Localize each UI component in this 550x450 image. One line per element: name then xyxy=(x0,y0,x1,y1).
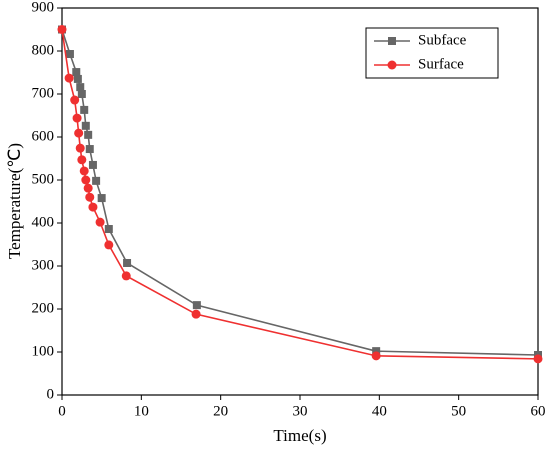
marker xyxy=(72,68,81,77)
series-line xyxy=(61,29,539,360)
marker xyxy=(371,351,381,361)
marker xyxy=(70,95,80,105)
y-axis-label: Temperature(℃) xyxy=(5,143,24,259)
marker xyxy=(121,271,131,281)
y-tick-label: 100 xyxy=(32,343,55,359)
marker xyxy=(85,145,94,154)
marker xyxy=(97,194,106,203)
marker xyxy=(85,192,95,202)
legend-label: Surface xyxy=(418,56,464,72)
marker xyxy=(74,128,84,138)
x-tick-label: 30 xyxy=(293,403,308,419)
y-tick-label: 600 xyxy=(32,128,55,144)
marker xyxy=(83,183,93,193)
marker xyxy=(80,105,89,114)
marker xyxy=(72,113,82,123)
marker xyxy=(73,74,82,83)
marker xyxy=(76,83,85,92)
marker xyxy=(95,217,105,227)
marker xyxy=(75,143,85,153)
legend-marker xyxy=(388,37,396,45)
y-tick-label: 700 xyxy=(32,85,55,101)
y-tick-label: 900 xyxy=(32,0,55,15)
marker xyxy=(88,202,98,212)
marker xyxy=(65,50,74,59)
y-tick-label: 400 xyxy=(32,214,55,230)
marker xyxy=(372,347,381,356)
legend-marker xyxy=(387,60,397,70)
marker xyxy=(81,121,90,130)
marker xyxy=(123,258,132,267)
marker xyxy=(64,73,74,83)
x-tick-label: 60 xyxy=(531,403,546,419)
marker xyxy=(84,130,93,139)
legend-box xyxy=(365,27,499,79)
x-tick-label: 20 xyxy=(213,403,228,419)
x-axis-label: Time(s) xyxy=(273,426,326,445)
x-tick-label: 10 xyxy=(134,403,149,419)
y-tick-label: 500 xyxy=(32,171,55,187)
marker xyxy=(79,166,89,176)
y-tick-label: 0 xyxy=(47,386,55,402)
marker xyxy=(77,155,87,165)
marker xyxy=(192,301,201,310)
marker xyxy=(104,240,114,250)
marker xyxy=(81,175,91,185)
marker xyxy=(88,160,97,169)
marker xyxy=(191,309,201,319)
y-tick-label: 200 xyxy=(32,300,55,316)
marker xyxy=(57,25,67,34)
marker xyxy=(92,176,101,185)
y-tick-label: 800 xyxy=(32,42,55,58)
marker xyxy=(533,354,543,364)
marker xyxy=(104,225,113,234)
y-tick-label: 300 xyxy=(32,257,55,273)
x-tick-label: 50 xyxy=(451,403,466,419)
x-tick-label: 0 xyxy=(58,403,66,419)
marker xyxy=(77,90,86,98)
x-tick-label: 40 xyxy=(372,403,387,419)
legend-label: Subface xyxy=(418,32,467,48)
